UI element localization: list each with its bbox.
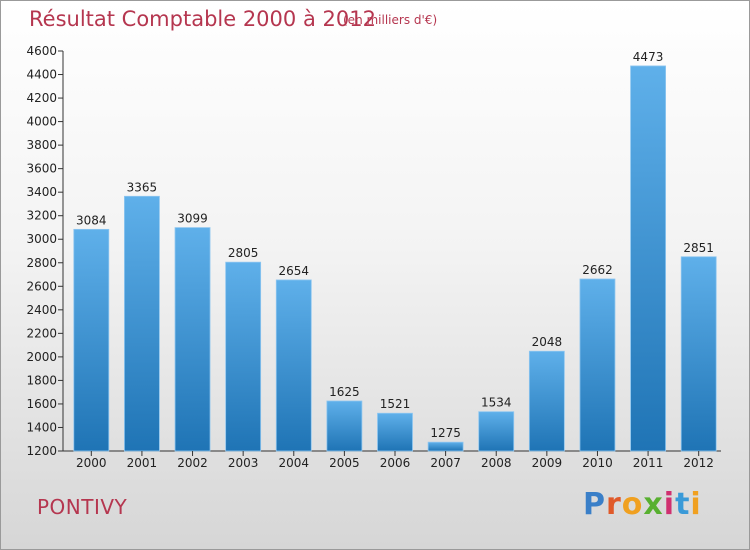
y-tick-label: 1600 — [26, 397, 57, 411]
bar — [478, 411, 515, 452]
logo-letter: r — [606, 487, 622, 522]
y-tick-label: 2600 — [26, 279, 57, 293]
x-tick-label: 2011 — [633, 456, 664, 470]
x-tick-label: 2000 — [76, 456, 107, 470]
x-tick-label: 2003 — [228, 456, 259, 470]
town-name: PONTIVY — [37, 495, 128, 519]
logo-letter: P — [583, 487, 606, 522]
x-tick-label: 2006 — [380, 456, 411, 470]
bar-value-label: 4473 — [633, 50, 664, 64]
bar — [275, 279, 312, 452]
bar — [174, 227, 211, 452]
bar-value-label: 3099 — [177, 212, 208, 226]
bar-value-label: 1625 — [329, 385, 360, 399]
logo-letter: i — [690, 487, 702, 522]
bar — [225, 261, 262, 452]
x-tick-label: 2002 — [177, 456, 208, 470]
y-tick-label: 4200 — [26, 91, 57, 105]
chart-title: Résultat Comptable 2000 à 2012 — [29, 7, 376, 31]
y-tick-label: 1400 — [26, 420, 57, 434]
logo-letter: i — [663, 487, 676, 522]
y-tick-label: 3600 — [26, 162, 57, 176]
bar — [377, 412, 413, 452]
bar — [326, 400, 363, 452]
bar-value-label: 1534 — [481, 396, 512, 410]
y-tick-label: 3800 — [26, 138, 57, 152]
bar — [579, 278, 616, 452]
y-tick-label: 3000 — [26, 232, 57, 246]
logo-letter: o — [621, 487, 644, 522]
x-tick-label: 2012 — [683, 456, 714, 470]
bar-value-label: 2851 — [683, 241, 714, 255]
bar-value-label: 1521 — [380, 397, 411, 411]
y-tick-label: 4000 — [26, 115, 57, 129]
y-tick-label: 2400 — [26, 303, 57, 317]
chart-subtitle: (en milliers d'€) — [343, 13, 438, 27]
y-tick-label: 3200 — [26, 209, 57, 223]
x-tick-label: 2008 — [481, 456, 512, 470]
y-tick-label: 4400 — [26, 68, 57, 82]
bar-value-label: 3365 — [127, 180, 158, 194]
proxiti-logo: Proxiti — [583, 487, 702, 522]
y-tick-label: 1800 — [26, 373, 57, 387]
bar-value-label: 2662 — [582, 263, 613, 277]
bar-value-label: 3084 — [76, 213, 107, 227]
bar — [528, 350, 565, 452]
y-tick-label: 2800 — [26, 256, 57, 270]
bar-value-label: 1275 — [430, 426, 461, 440]
y-tick-label: 3400 — [26, 185, 57, 199]
x-tick-label: 2005 — [329, 456, 360, 470]
bar-value-label: 2654 — [278, 264, 309, 278]
bar — [680, 256, 717, 452]
y-tick-label: 1200 — [26, 444, 57, 458]
bar — [630, 65, 666, 452]
bar — [124, 195, 160, 452]
y-tick-label: 2000 — [26, 350, 57, 364]
x-tick-label: 2001 — [127, 456, 158, 470]
y-tick-label: 2200 — [26, 326, 57, 340]
logo-letter: t — [675, 487, 691, 522]
x-tick-label: 2007 — [430, 456, 461, 470]
bar-value-label: 2048 — [532, 335, 563, 349]
logo-letter: x — [643, 487, 664, 522]
bar-value-label: 2805 — [228, 246, 259, 260]
y-tick-label: 4600 — [26, 44, 57, 58]
bar — [427, 441, 464, 452]
x-tick-label: 2004 — [278, 456, 309, 470]
bar — [73, 228, 110, 452]
x-tick-label: 2009 — [532, 456, 563, 470]
x-tick-label: 2010 — [582, 456, 613, 470]
